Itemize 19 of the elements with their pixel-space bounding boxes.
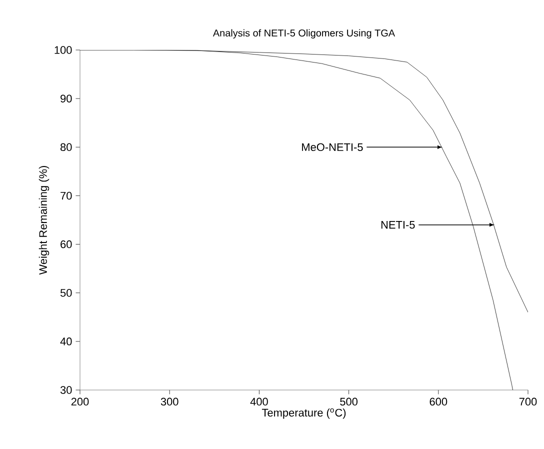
y-tick-label: 70 bbox=[60, 192, 72, 200]
x-tick-label: 600 bbox=[430, 398, 448, 406]
y-tick-label: 90 bbox=[60, 94, 72, 102]
y-tick-label: 30 bbox=[60, 386, 72, 394]
y-tick-label: 50 bbox=[60, 288, 72, 297]
x-axis-title: Temperature ($^{o}$C) bbox=[262, 408, 346, 419]
y-tick-label: 60 bbox=[60, 240, 72, 248]
x-tick-label: 700 bbox=[519, 398, 537, 406]
x-tick-label: 400 bbox=[250, 398, 268, 406]
x-tick-label: 200 bbox=[71, 398, 89, 406]
y-tick-label: 80 bbox=[60, 143, 72, 152]
annotation: NETI-5 bbox=[381, 221, 415, 229]
y-tick-label: 100 bbox=[54, 46, 72, 54]
annotation: MeO-NETI-5 bbox=[302, 143, 363, 152]
x-tick-label: 300 bbox=[160, 398, 178, 406]
chart-title: Analysis of NETI-5 Oligomers Using TGA bbox=[212, 29, 396, 38]
y-axis-title: Weight Remaining (%) bbox=[38, 166, 50, 275]
y-tick-label: 40 bbox=[60, 338, 72, 346]
x-tick-label: 500 bbox=[340, 398, 358, 406]
